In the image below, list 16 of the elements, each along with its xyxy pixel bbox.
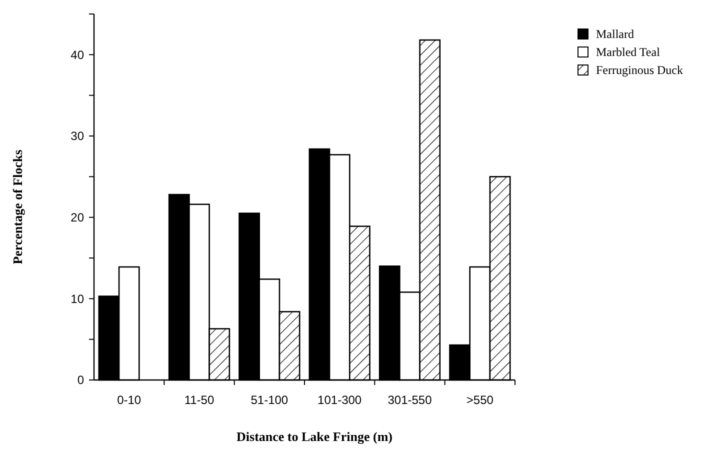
y-tick-label: 10 [70,292,84,306]
legend-label: Mallard [596,27,634,42]
x-tick-label: 11-50 [184,393,214,407]
y-tick-label: 0 [77,373,84,388]
y-tick-label: 20 [70,210,84,225]
y-axis-title: Percentage of Flocks [10,150,25,264]
legend-label: Marbled Teal [596,45,661,60]
x-tick-label: 51-100 [250,393,288,407]
x-tick-label: 301-550 [388,393,432,407]
legend-label: Ferruginous Duck [596,63,683,78]
x-axis-title: Distance to Lake Fringe (m) [236,429,392,444]
y-tick-label: 30 [70,129,84,144]
x-tick-label: >550 [466,393,494,407]
x-tick-label: 0-10 [117,393,142,407]
y-tick-label: 40 [70,48,84,62]
x-tick-label: 101-300 [318,393,362,407]
